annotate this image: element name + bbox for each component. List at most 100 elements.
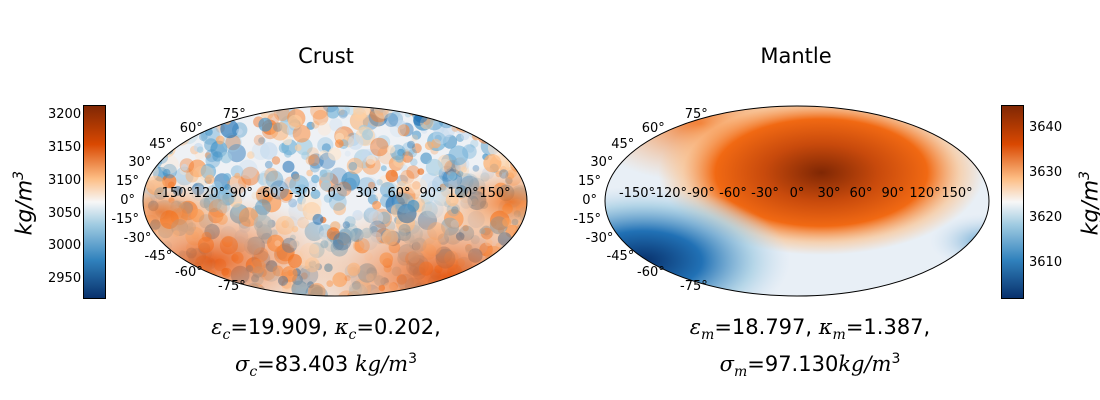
crust-field-cell xyxy=(504,262,521,279)
crust-field-cell xyxy=(447,292,461,296)
crust-field-cell xyxy=(505,280,521,296)
mantle-title: Mantle xyxy=(760,44,832,68)
crust-field-cell xyxy=(437,106,452,120)
crust-field-cell xyxy=(498,108,511,121)
crust-field-cell xyxy=(187,106,204,119)
crust-field-cell xyxy=(473,277,485,289)
crust-field-cell xyxy=(472,272,492,292)
longitude-label: 0° xyxy=(790,186,805,201)
crust-field-cell xyxy=(174,135,182,144)
crust-field-cell xyxy=(506,269,513,277)
crust-field-cell xyxy=(143,126,152,136)
crust-field-cell xyxy=(487,259,506,278)
crust-field-cell xyxy=(510,279,523,292)
crust-field-cell xyxy=(420,293,428,296)
crust-map: -150°-120° -90° -60° -30° 0° 30° 60° 90° 120° 150… xyxy=(142,105,528,297)
crust-caption: εc=19.909, κc=0.202, σc=83.403 kg/m3 xyxy=(116,315,536,380)
crust-field-cell xyxy=(455,284,465,294)
crust-field-cell xyxy=(471,115,480,124)
longitude-label: -30° xyxy=(751,186,779,201)
crust-field-cell xyxy=(521,121,527,130)
latitude-label: -15° xyxy=(111,212,140,228)
crust-field-cell xyxy=(488,283,508,296)
longitude-label: 150° xyxy=(941,186,972,201)
crust-field-cell xyxy=(506,118,521,132)
longitude-label: -30° xyxy=(289,186,317,201)
longitude-label: 120° xyxy=(909,186,940,201)
colorbar-tick-label: 3630 xyxy=(1029,164,1063,180)
crust-field-cell xyxy=(511,283,527,296)
crust-field-cell xyxy=(148,106,164,112)
crust-field-cell xyxy=(495,249,515,269)
crust-field-cell xyxy=(504,131,510,138)
longitude-label: -150° xyxy=(619,186,655,201)
crust-colorbar xyxy=(83,105,106,299)
crust-field-cell xyxy=(209,110,221,123)
crust-field-cell xyxy=(467,106,482,117)
crust-field-cell xyxy=(521,279,527,296)
crust-field-cell xyxy=(466,106,483,123)
colorbar-tick-label: 3610 xyxy=(1029,254,1063,270)
latitude-label: -45° xyxy=(144,249,173,265)
crust-field-cell xyxy=(409,106,418,112)
latitude-label: 30° xyxy=(128,154,152,170)
crust-field-cell xyxy=(470,111,483,124)
latitude-label: 15° xyxy=(578,173,602,189)
crust-field-cell xyxy=(477,106,492,113)
crust-field-cell xyxy=(143,124,149,136)
crust-field-cell xyxy=(476,265,484,274)
latitude-label: -30° xyxy=(585,231,614,247)
crust-field-cell xyxy=(148,114,157,123)
mantle-caption: εm=18.797, κm=1.387, σm=97.130kg/m3 xyxy=(600,315,1020,380)
crust-field-cell xyxy=(171,283,180,291)
crust-field-cell xyxy=(492,106,509,123)
latitude-label: -60° xyxy=(175,265,203,281)
crust-field-cell xyxy=(267,106,276,110)
crust-field-cell xyxy=(470,282,486,296)
colorbar-tick-label: 3620 xyxy=(1029,209,1063,225)
crust-field-cell xyxy=(198,286,210,296)
colorbar-tick-label: 3200 xyxy=(48,106,82,122)
longitude-label: -60° xyxy=(257,186,285,201)
crust-field-cell xyxy=(143,106,158,121)
longitude-label: 90° xyxy=(419,186,442,201)
crust-field-cell xyxy=(184,280,196,291)
crust-field-cell xyxy=(487,107,499,119)
crust-caption-line1: εc=19.909, κc=0.202, xyxy=(211,315,441,344)
colorbar-tick-label: 3050 xyxy=(48,205,82,221)
crust-field-cell xyxy=(510,118,520,129)
crust-field-cell xyxy=(490,263,503,277)
mantle-colorbar-label: kg/m3 xyxy=(1077,170,1100,236)
crust-field-cell xyxy=(385,293,395,296)
crust-field-cell xyxy=(498,285,508,294)
crust-field-cell xyxy=(143,106,148,112)
longitude-label: 60° xyxy=(387,186,410,201)
crust-field-cell xyxy=(502,262,518,278)
latitude-label: -15° xyxy=(573,212,602,228)
crust-field-cell xyxy=(514,140,527,156)
latitude-label: 75° xyxy=(684,106,708,122)
crust-field-cell xyxy=(511,285,526,296)
longitude-label: -60° xyxy=(719,186,747,201)
crust-field-cell xyxy=(161,273,168,280)
latitude-label: -45° xyxy=(606,249,635,265)
crust-field-cell xyxy=(152,289,170,296)
colorbar-tick-label: 3000 xyxy=(48,238,82,254)
crust-field-cell xyxy=(245,288,258,296)
crust-field-cell xyxy=(153,117,165,129)
longitude-label: 30° xyxy=(817,186,840,201)
crust-field-cell xyxy=(419,106,435,113)
latitude-label: 15° xyxy=(116,173,140,189)
longitude-label: 150° xyxy=(479,186,510,201)
crust-field-cell xyxy=(454,116,464,127)
crust-colorbar-label: kg/m3 xyxy=(11,170,38,236)
crust-field-cell xyxy=(205,115,217,127)
crust-field-cell xyxy=(143,274,161,293)
crust-field-cell xyxy=(471,287,485,296)
crust-field-cell xyxy=(444,106,455,115)
crust-field-cell xyxy=(167,121,179,134)
crust-field-cell xyxy=(433,282,451,296)
crust-field-cell xyxy=(474,275,483,283)
crust-field-cell xyxy=(500,106,519,114)
crust-field-cell xyxy=(426,106,435,116)
